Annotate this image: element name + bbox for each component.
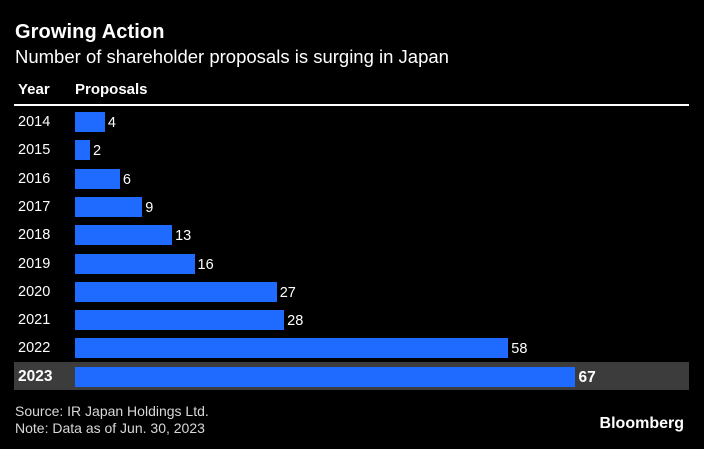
value-label: 67	[578, 368, 596, 386]
value-label: 9	[145, 199, 154, 216]
column-header-proposals: Proposals	[75, 81, 148, 98]
bar-2023	[75, 366, 576, 387]
year-label: 2023	[18, 367, 53, 385]
year-label: 2017	[18, 198, 51, 215]
bar-2022	[75, 338, 509, 359]
value-label: 6	[122, 171, 131, 188]
year-label: 2019	[18, 255, 51, 272]
value-label: 28	[287, 313, 304, 330]
bar-2014	[75, 112, 105, 132]
bloomberg-logo: Bloomberg	[599, 415, 684, 432]
bar-2018	[75, 225, 173, 246]
year-label: 2015	[18, 142, 51, 159]
bar-2015	[75, 140, 90, 161]
bar-2020	[75, 281, 277, 302]
year-label: 2021	[18, 312, 51, 329]
source-note: Source: IR Japan Holdings Ltd.	[15, 403, 209, 419]
year-label: 2016	[18, 170, 51, 187]
column-header-year: Year	[18, 81, 50, 98]
value-label: 27	[279, 284, 296, 301]
bar-2017	[75, 196, 143, 217]
value-label: 58	[511, 341, 528, 358]
year-label: 2020	[18, 283, 51, 300]
header-rule	[14, 104, 689, 106]
value-label: 4	[107, 115, 116, 131]
value-label: 16	[197, 256, 214, 273]
bar-2016	[75, 168, 120, 189]
year-label: 2014	[18, 114, 51, 130]
chart-subtitle: Number of shareholder proposals is surgi…	[15, 46, 449, 67]
value-label: 13	[175, 228, 192, 245]
data-note: Note: Data as of Jun. 30, 2023	[15, 420, 205, 436]
bar-2019	[75, 253, 195, 274]
year-label: 2018	[18, 227, 51, 244]
year-label: 2022	[18, 340, 51, 357]
bar-2021	[75, 310, 285, 331]
chart-title: Growing Action	[15, 21, 165, 43]
value-label: 2	[92, 143, 102, 160]
